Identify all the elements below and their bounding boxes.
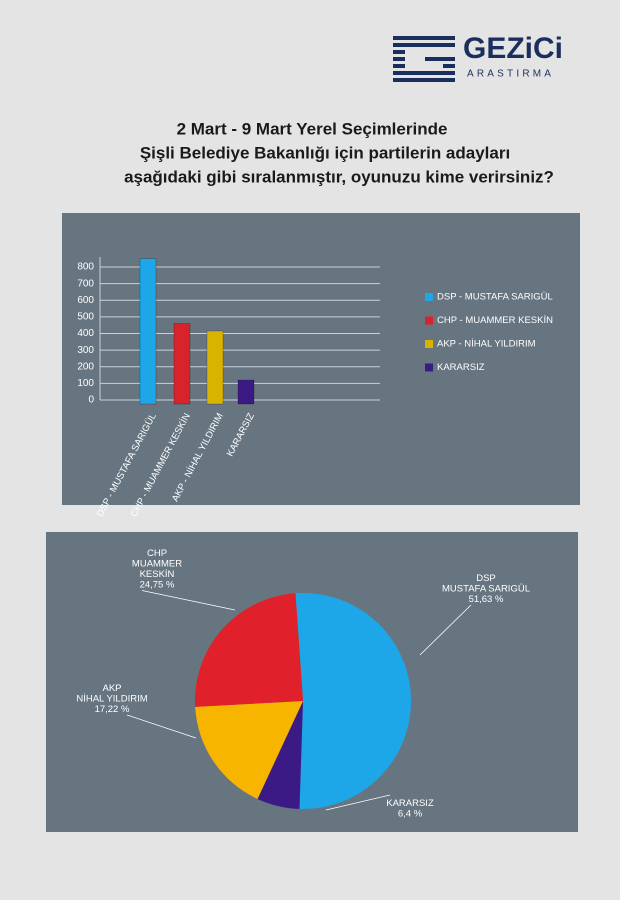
slice-label: AKP NİHAL YILDIRIM 17,22 % <box>76 683 147 715</box>
legend-label: AKP - NİHAL YILDIRIM <box>437 339 536 350</box>
slice-label-line: MUAMMER <box>132 558 182 569</box>
title-line: aşağıdaki gibi sıralanmıştır, oyunuzu ki… <box>124 167 554 186</box>
slice-value-label: 51,63 % <box>469 594 504 605</box>
logo-subtitle: ARASTIRMA <box>467 69 554 80</box>
logo-icon <box>393 36 455 82</box>
slice-label: CHP MUAMMER KESKİN 24,75 % <box>132 548 182 591</box>
y-tick-label: 200 <box>77 361 94 372</box>
slice-value-label: 24,75 % <box>140 579 175 590</box>
slice-label-line: DSP <box>476 573 496 584</box>
pie-slice <box>194 593 303 707</box>
slice-label: DSP MUSTAFA SARIGÜL 51,63 % <box>442 573 530 605</box>
logo-name: GEZiCi <box>463 32 563 65</box>
pie-slice <box>195 701 303 799</box>
y-tick-label: 600 <box>77 295 94 306</box>
bar <box>173 323 191 405</box>
legend-label: CHP - MUAMMER KESKİN <box>437 315 553 326</box>
y-tick-label: 400 <box>77 328 94 339</box>
slice-label-line: AKP <box>102 683 121 694</box>
slice-label-line: NİHAL YILDIRIM <box>76 693 147 704</box>
slice-label-line: MUSTAFA SARIGÜL <box>442 583 530 594</box>
title-line: 2 Mart - 9 Mart Yerel Seçimlerinde <box>177 119 448 138</box>
y-tick-label: 100 <box>77 378 94 389</box>
leader-line <box>419 604 472 656</box>
bar <box>139 258 157 405</box>
title: 2 Mart - 9 Mart Yerel Seçimlerinde Şişli… <box>124 119 554 186</box>
y-tick-label: 500 <box>77 312 94 323</box>
bar-panel <box>62 213 580 505</box>
bar <box>237 379 255 405</box>
legend-swatch <box>425 340 433 348</box>
leader-line <box>126 714 197 739</box>
slice-label-line: KESKİN <box>140 569 175 580</box>
legend-swatch <box>425 363 433 372</box>
slice-value-label: 17,22 % <box>95 704 130 715</box>
legend-label: KARARSIZ <box>437 362 485 373</box>
legend-label: DSP - MUSTAFA SARIGÜL <box>437 292 553 303</box>
slice-label: KARARSIZ 6,4 % <box>386 798 434 820</box>
slice-value-label: 6,4 % <box>398 808 423 819</box>
leader-line <box>325 794 391 811</box>
leader-line <box>141 590 236 611</box>
legend-swatch <box>425 316 433 325</box>
y-tick-label: 0 <box>88 395 94 406</box>
slice-label-line: CHP <box>147 548 167 559</box>
slice-label-line: KARARSIZ <box>386 798 434 809</box>
y-tick-label: 300 <box>77 345 94 356</box>
title-line: Şişli Belediye Bakanlığı için partilerin… <box>140 143 510 162</box>
pie-slice <box>295 593 411 809</box>
bar <box>206 330 224 405</box>
pie-slice <box>257 701 303 809</box>
y-tick-label: 700 <box>77 278 94 289</box>
y-tick-label: 800 <box>77 262 94 273</box>
legend-swatch <box>425 293 433 301</box>
